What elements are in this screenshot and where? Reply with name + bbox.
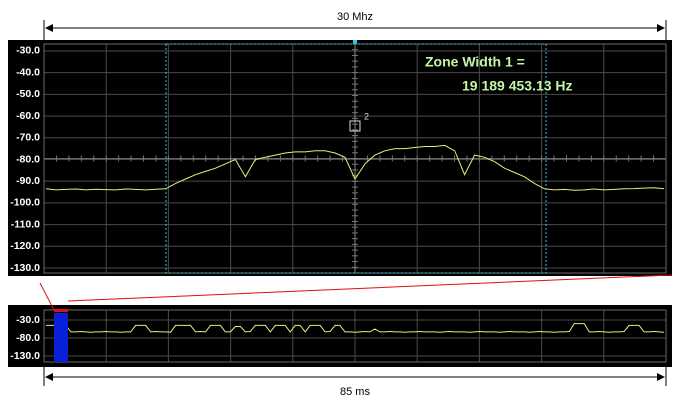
zoom-region bbox=[54, 313, 68, 362]
y-tick-label: -30.0 bbox=[16, 45, 40, 57]
y-tick-label: -130.0 bbox=[10, 262, 40, 274]
y-tick-label: -80.0 bbox=[16, 332, 40, 344]
trace bbox=[46, 323, 665, 333]
y-tick-label: -80.0 bbox=[16, 153, 40, 165]
dim-label: 85 ms bbox=[340, 386, 370, 398]
y-tick-label: -120.0 bbox=[10, 240, 40, 252]
marker bbox=[349, 120, 361, 132]
y-tick-label: -100.0 bbox=[10, 197, 40, 209]
marker-label: 2 bbox=[364, 111, 369, 121]
y-tick-label: -40.0 bbox=[16, 66, 40, 78]
plot-border bbox=[43, 309, 667, 363]
zoom-link bbox=[67, 274, 673, 302]
y-tick-label: -50.0 bbox=[16, 88, 40, 100]
zoom-link bbox=[39, 282, 55, 311]
zone bbox=[165, 43, 547, 274]
y-tick-label: -30.0 bbox=[16, 314, 40, 326]
zone-label: 19 189 453.13 Hz bbox=[462, 78, 573, 94]
charts: -30.0 -40.0 -50.0 -60.0 -70.0 -80.0 -90.0 -100.… bbox=[10, 40, 667, 363]
y-tick-label: -90.0 bbox=[16, 175, 40, 187]
y-tick-label: -110.0 bbox=[11, 218, 40, 230]
y-tick-label: -130.0 bbox=[10, 350, 40, 362]
trace bbox=[45, 144, 665, 191]
zoom-bar bbox=[54, 309, 68, 312]
bottom-panel bbox=[8, 305, 672, 367]
zone-label: Zone Width 1 = bbox=[425, 54, 525, 70]
y-tick-label: -70.0 bbox=[16, 132, 40, 144]
y-tick-label: -60.0 bbox=[16, 110, 40, 122]
dim-label: 30 Mhz bbox=[337, 11, 373, 23]
axis-cap bbox=[353, 40, 357, 44]
